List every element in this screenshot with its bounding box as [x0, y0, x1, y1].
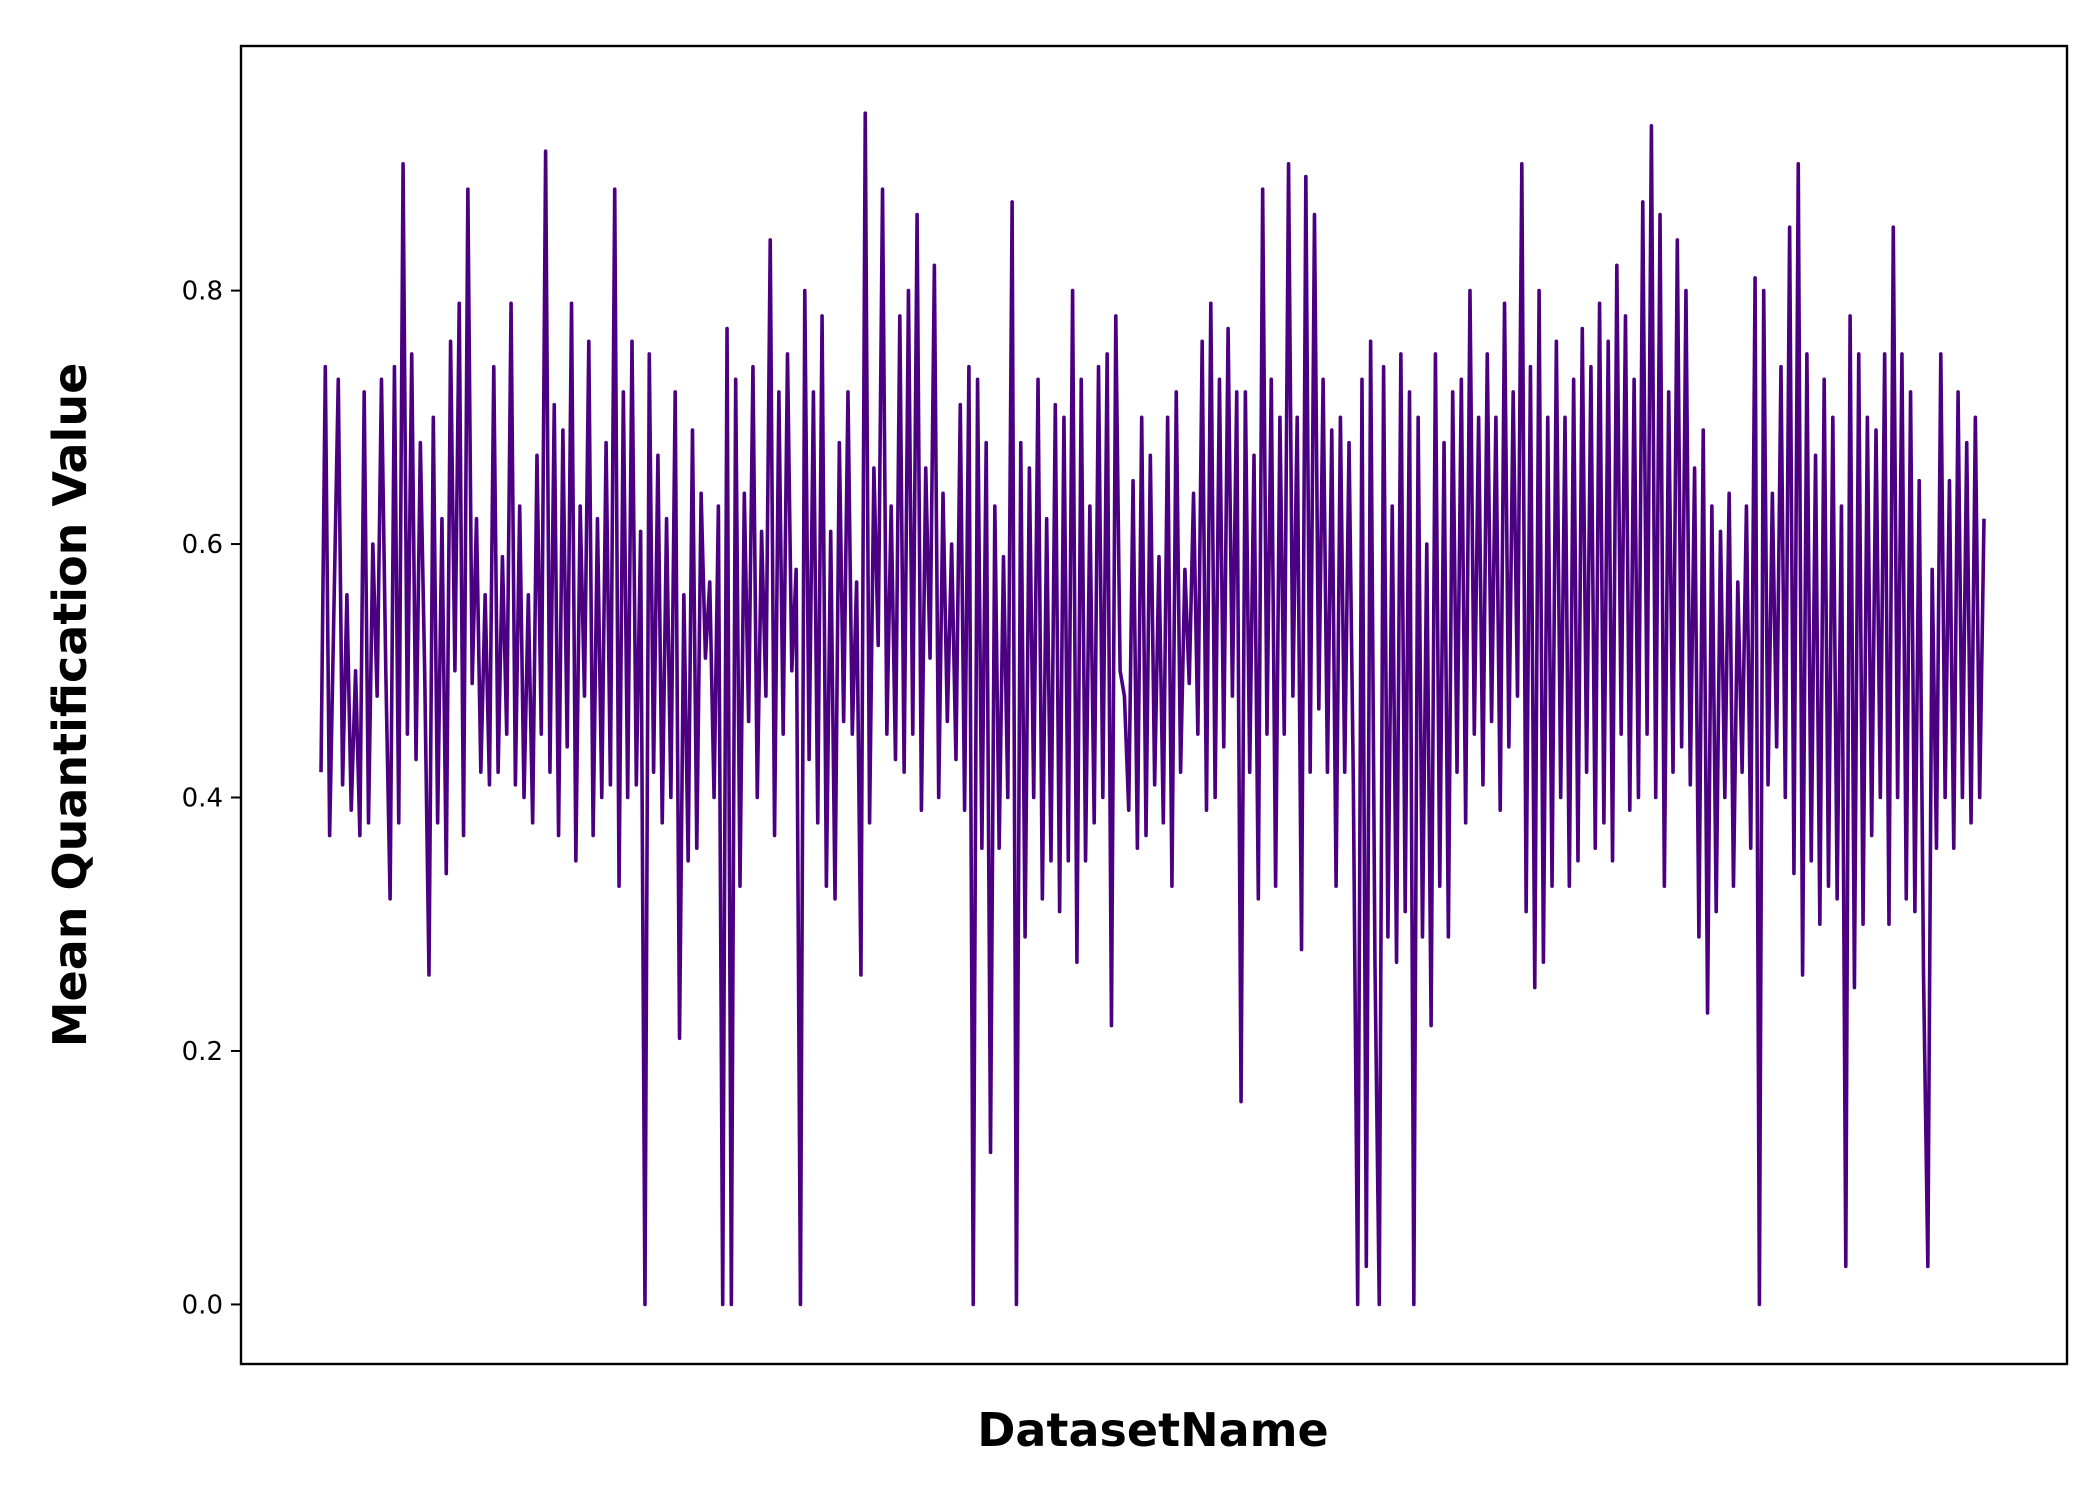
y-tick-label: 0.4	[182, 784, 223, 814]
y-tick-label: 0.8	[182, 277, 223, 307]
series-line	[319, 111, 1986, 1307]
series-group	[319, 111, 1986, 1307]
y-tick-label: 0.2	[182, 1037, 223, 1067]
y-tick-label: 0.0	[182, 1290, 223, 1320]
y-axis-title: Mean Quantification Value	[43, 363, 97, 1048]
x-axis-title: DatasetName	[977, 1403, 1329, 1457]
plot-area	[239, 44, 2069, 1366]
y-axis: 0.0 0.2 0.4 0.6 0.8	[182, 277, 241, 1320]
axes-frame	[239, 44, 2069, 1366]
y-tick-label: 0.6	[182, 530, 223, 560]
